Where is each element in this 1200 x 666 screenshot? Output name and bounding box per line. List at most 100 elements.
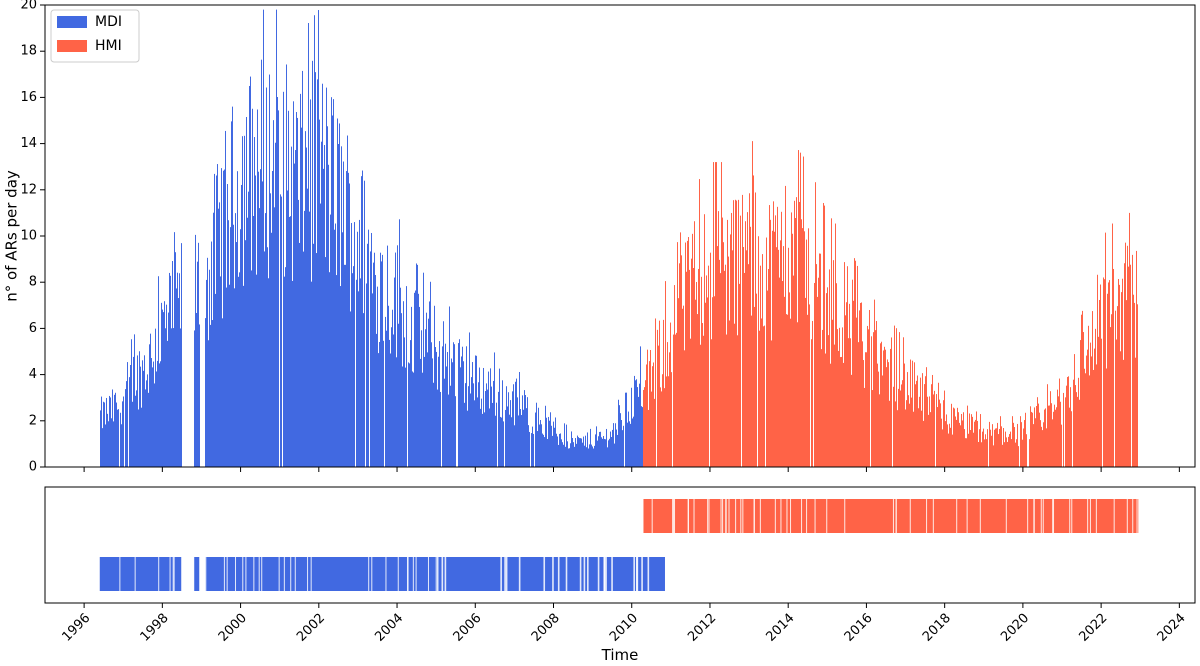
bar-mdi [205, 318, 206, 467]
bar-hmi [993, 445, 994, 467]
bar-hmi [1076, 392, 1077, 467]
bar-mdi [346, 171, 347, 467]
bar-mdi [635, 380, 636, 467]
bar-mdi [447, 352, 448, 467]
bar-mdi [298, 199, 299, 467]
bar-mdi [432, 358, 433, 467]
bar-hmi [868, 329, 869, 467]
bar-mdi [246, 116, 247, 468]
bar-mdi [108, 421, 109, 467]
y-tick-label: 6 [29, 321, 37, 336]
bar-mdi [105, 424, 106, 467]
coverage-missing-day [1087, 499, 1089, 533]
bar-hmi [1057, 389, 1058, 467]
bar-hmi [944, 390, 945, 467]
bar-mdi [281, 196, 282, 468]
bar-hmi [1118, 278, 1119, 467]
coverage-missing-day [826, 499, 828, 533]
bar-hmi [712, 297, 713, 467]
bar-mdi [135, 395, 136, 467]
bar-hmi [1034, 407, 1035, 467]
coverage-missing-day [759, 499, 761, 533]
bar-mdi [310, 99, 311, 468]
bar-hmi [896, 328, 897, 467]
bar-hmi [979, 429, 980, 467]
bar-mdi [542, 433, 543, 467]
coverage-missing-day [557, 557, 560, 591]
bar-hmi [805, 297, 806, 467]
coverage-missing-day [647, 557, 650, 591]
bar-mdi [627, 422, 628, 467]
coverage-missing-day [603, 557, 606, 591]
bar-hmi [811, 339, 812, 467]
bar-mdi [464, 402, 465, 467]
bar-mdi [398, 323, 399, 467]
bar-hmi [927, 396, 928, 467]
bar-hmi [1042, 430, 1043, 467]
bar-mdi [467, 410, 468, 467]
bar-hmi [663, 319, 664, 467]
bar-hmi [884, 346, 885, 467]
bar-mdi [116, 402, 117, 467]
bar-hmi [923, 420, 924, 467]
bar-mdi [431, 342, 432, 467]
bar-hmi [644, 387, 645, 467]
bar-mdi [302, 70, 303, 467]
bar-mdi [408, 362, 409, 467]
bar-hmi [1039, 412, 1040, 467]
bar-hmi [807, 314, 808, 467]
y-tick-label: 8 [29, 275, 37, 290]
bar-hmi [829, 269, 830, 467]
bar-mdi [113, 421, 114, 467]
coverage-missing-day [565, 557, 568, 591]
bar-mdi [332, 115, 333, 468]
bar-hmi [736, 200, 737, 467]
bar-mdi [516, 378, 517, 467]
bar-hmi [954, 408, 955, 467]
bar-hmi [648, 409, 649, 467]
coverage-missing-day [242, 557, 244, 591]
coverage-missing-day [790, 499, 792, 533]
bar-mdi [557, 436, 558, 467]
bar-hmi [666, 376, 667, 467]
bar-mdi [157, 360, 158, 467]
bar-mdi [252, 108, 253, 468]
bar-hmi [1083, 332, 1084, 467]
bar-hmi [906, 400, 907, 467]
bar-hmi [654, 398, 655, 467]
bar-mdi [284, 276, 285, 467]
bar-mdi [214, 173, 215, 467]
bar-mdi [144, 355, 145, 467]
bar-mdi [194, 330, 195, 467]
bar-hmi [760, 265, 761, 467]
bar-hmi [1078, 377, 1079, 467]
bar-mdi [156, 371, 157, 467]
bar-hmi [719, 259, 720, 467]
bar-mdi [114, 394, 115, 467]
bar-hmi [855, 260, 856, 467]
bar-hmi [863, 360, 864, 467]
top-x-ticks [83, 467, 1180, 472]
bar-mdi [567, 441, 568, 467]
bar-hmi [701, 276, 702, 467]
bar-hmi [848, 338, 849, 467]
bar-hmi [674, 285, 675, 467]
legend-swatch-hmi [57, 40, 87, 52]
bar-mdi [149, 344, 150, 467]
bar-mdi [593, 448, 594, 467]
bar-hmi [924, 384, 925, 467]
bar-hmi [768, 268, 769, 467]
bar-hmi [945, 421, 946, 467]
bar-mdi [262, 181, 263, 467]
bar-hmi [1133, 294, 1134, 467]
bar-mdi [380, 252, 381, 467]
bar-mdi [222, 318, 223, 467]
coverage-missing-day [753, 499, 755, 533]
bar-mdi [268, 278, 269, 467]
bar-hmi [907, 372, 908, 467]
coverage-missing-day [636, 557, 639, 591]
bar-hmi [1038, 403, 1039, 467]
bar-mdi [179, 273, 180, 467]
bar-mdi [547, 438, 548, 467]
bar-mdi [321, 141, 322, 468]
